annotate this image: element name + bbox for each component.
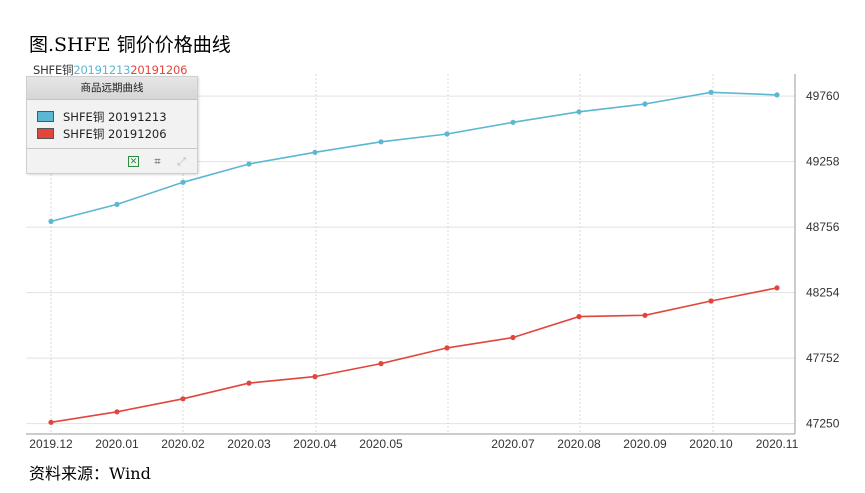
data-point-s2 <box>114 409 120 415</box>
legend-items: SHFE铜 20191213 SHFE铜 20191206 <box>27 100 197 142</box>
data-point-s1 <box>444 131 450 137</box>
x-tick-label: 2020.10 <box>689 437 733 451</box>
x-tick-label: 2020.11 <box>756 437 799 451</box>
data-point-s2 <box>642 312 648 318</box>
x-tick-label: 2020.07 <box>491 437 535 451</box>
data-point-s2 <box>246 380 252 386</box>
series-header-prefix: SHFE铜 <box>33 63 74 77</box>
data-point-s2 <box>576 314 582 320</box>
x-tick-label: 2020.09 <box>623 437 667 451</box>
data-point-s1 <box>576 109 582 115</box>
y-tick-label: 49760 <box>806 89 840 103</box>
legend-item-2[interactable]: SHFE铜 20191206 <box>37 125 197 142</box>
y-tick-label: 47752 <box>806 351 840 365</box>
data-point-s1 <box>510 119 516 125</box>
data-point-s2 <box>708 298 714 304</box>
y-tick-label: 48756 <box>806 220 840 234</box>
data-point-s1 <box>642 101 648 107</box>
legend-swatch-1 <box>37 111 54 122</box>
data-point-s2 <box>378 361 384 367</box>
data-point-s1 <box>48 218 54 224</box>
data-point-s2 <box>774 285 780 291</box>
data-point-s2 <box>312 374 318 380</box>
series-line-2 <box>50 287 778 424</box>
y-tick-label: 47250 <box>806 417 840 431</box>
series-header-date-2: 20191206 <box>130 63 188 77</box>
data-point-s1 <box>774 92 780 98</box>
crop-icon[interactable]: ⌗ <box>154 154 161 168</box>
x-tick-label: 2019.12 <box>29 437 73 451</box>
legend-title: 商品远期曲线 <box>27 77 197 100</box>
y-tick-label: 49258 <box>806 155 840 169</box>
figure-title: 图.SHFE 铜价价格曲线 <box>29 34 231 56</box>
data-point-s1 <box>378 139 384 145</box>
source-note: 资料来源：Wind <box>29 464 151 483</box>
series-line-1 <box>50 91 778 223</box>
x-tick-label: 2020.02 <box>161 437 205 451</box>
legend-item-1[interactable]: SHFE铜 20191213 <box>37 108 197 125</box>
legend-label-2: SHFE铜 20191206 <box>63 126 167 141</box>
expand-icon[interactable]: ⤢ <box>177 154 186 168</box>
data-point-s1 <box>708 89 714 95</box>
x-tick-label: 2020.08 <box>557 437 601 451</box>
data-point-s1 <box>246 161 252 167</box>
series-header-date-1: 20191213 <box>73 63 131 77</box>
legend-panel[interactable]: 商品远期曲线 SHFE铜 20191213 SHFE铜 20191206 ✕ ⌗… <box>26 76 198 174</box>
data-point-s2 <box>48 419 54 425</box>
legend-toolbar: ✕ ⌗ ⤢ <box>27 148 197 173</box>
data-point-s1 <box>114 201 120 207</box>
data-point-s1 <box>180 179 186 185</box>
data-point-s2 <box>510 334 516 341</box>
data-point-s2 <box>444 345 450 351</box>
y-tick-label: 48254 <box>806 286 840 300</box>
x-tick-label: 2020.04 <box>293 437 337 451</box>
x-tick-label: 2020.03 <box>227 437 271 451</box>
excel-export-icon[interactable]: ✕ <box>128 155 139 167</box>
legend-swatch-2 <box>37 128 54 139</box>
x-tick-label: 2020.01 <box>95 437 139 451</box>
data-point-s1 <box>312 149 318 155</box>
data-point-s2 <box>180 396 186 402</box>
series-header: SHFE铜2019121320191206 <box>33 62 187 78</box>
legend-label-1: SHFE铜 20191213 <box>63 109 167 124</box>
x-tick-label: 2020.05 <box>359 437 403 451</box>
